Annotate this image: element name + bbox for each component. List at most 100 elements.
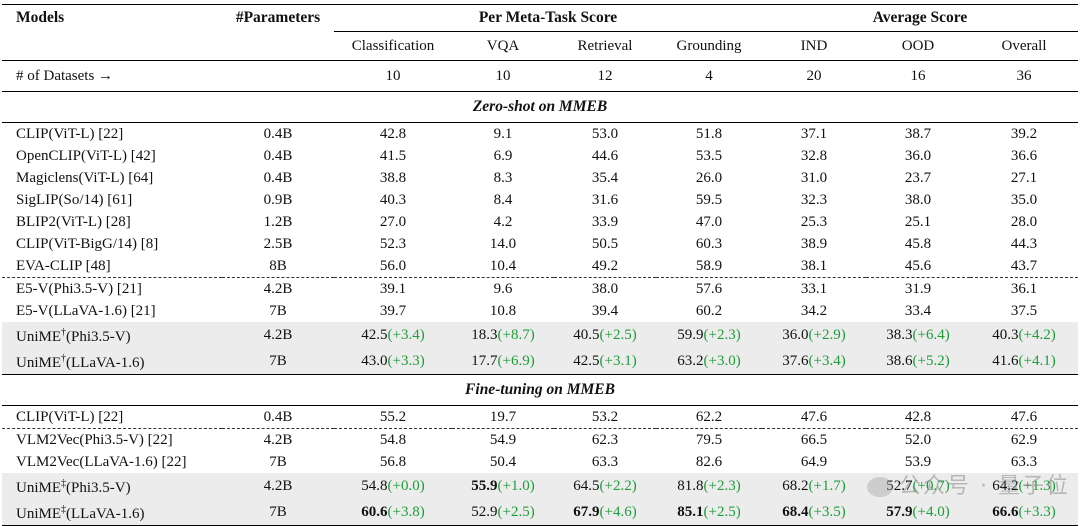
score-cell: 64.5(+2.2) [554,473,656,499]
table-row: CLIP(ViT-BigG/14) [8] 2.5B 52.3 14.0 50.5 60.… [2,233,1078,255]
score-gain: (+0.7) [912,478,950,494]
score-value: 9.1 [493,126,513,142]
model-name-text: UniME [16,506,61,522]
score-value: 56.8 [379,454,407,470]
score-cell: 53.0 [554,123,656,146]
score-cell: 41.5 [334,145,452,167]
score-cell: 54.8 [334,428,452,451]
models-header: Models [16,9,65,27]
score-value: 64.5 [573,478,600,494]
score-value: 6.9 [493,148,513,164]
score-cell: 50.4 [452,451,554,473]
score-value: 60.3 [695,236,723,252]
score-value: 37.1 [800,126,828,142]
score-gain: (+1.0) [497,478,535,494]
model-name: SigLIP(So/14) [61] [2,189,222,211]
model-marker: † [61,353,66,364]
score-cell: 68.2(+1.7) [762,473,867,499]
num-datasets-value: 10 [334,60,452,92]
section-title: Fine-tuning on MMEB [2,374,1079,406]
score-cell: 57.9(+4.0) [866,499,971,526]
score-cell: 31.6 [554,189,656,211]
score-value: 38.0 [904,192,932,208]
score-cell: 55.9(+1.0) [452,473,554,499]
num-datasets-value: 16 [866,60,971,92]
score-cell: 66.6(+3.3) [970,499,1079,526]
score-value: 66.5 [800,432,828,448]
score-value: 62.2 [695,409,723,425]
score-gain: (+3.4) [387,327,425,343]
score-value: 52.7 [886,478,913,494]
score-value: 79.5 [695,432,723,448]
score-value: 67.9 [573,504,600,520]
model-name: UniME†(LLaVA-1.6) [2,348,222,375]
results-table: Models #Parameters Per Meta-Task Score A… [2,4,1079,526]
score-value: 8.3 [493,170,513,186]
model-marker: † [61,327,66,338]
score-value: 52.3 [379,236,407,252]
score-cell: 31.0 [762,167,866,189]
score-value: 63.2 [677,353,704,369]
score-cell: 41.6(+4.1) [970,348,1079,375]
score-cell: 9.1 [452,123,554,146]
score-cell: 60.3 [656,233,762,255]
score-cell: 10.8 [452,300,554,322]
model-name-text: VLM2Vec(Phi3.5-V) [22] [16,432,173,448]
score-gain: (+1.3) [1018,478,1056,494]
score-cell: 38.8 [334,167,452,189]
score-value: 35.4 [591,170,619,186]
score-value: 59.9 [677,327,704,343]
watermark-text: 公众号 · 量子位 [899,474,1070,499]
score-value: 55.2 [379,409,407,425]
param-count: 0.4B [263,409,293,425]
score-value: 38.9 [800,236,828,252]
score-value: 52.0 [904,432,932,448]
table-row: E5-V(Phi3.5-V) [21] 4.2B 39.1 9.6 38.0 57.6 33… [2,277,1079,300]
param-count: 7B [269,454,287,470]
score-cell: 40.3(+4.2) [970,322,1079,348]
score-value: 27.0 [379,214,407,230]
col-ind: IND [762,31,867,61]
score-gain: (+4.1) [1018,353,1056,369]
score-cell: 23.7 [866,167,970,189]
score-cell: 38.6(+5.2) [866,348,971,375]
score-gain: (+3.8) [387,504,425,520]
score-value: 38.7 [904,126,932,142]
score-cell: 39.7 [334,300,452,322]
model-name-text: E5-V(Phi3.5-V) [21] [16,281,142,297]
score-value: 25.1 [904,214,932,230]
score-cell: 52.3 [334,233,452,255]
score-cell: 62.3 [554,428,656,451]
score-value: 55.9 [471,478,498,494]
score-value: 10.8 [489,303,517,319]
score-gain: (+2.3) [703,327,741,343]
score-cell: 33.1 [762,277,867,300]
score-cell: 40.3 [334,189,452,211]
model-marker: ‡ [61,504,66,515]
score-gain: (+2.2) [599,478,637,494]
model-marker: ‡ [61,478,66,489]
num-datasets-value: 12 [554,60,656,92]
model-name: UniME‡(Phi3.5-V) [2,473,222,499]
score-value: 37.6 [782,353,809,369]
num-datasets-value: 20 [762,60,867,92]
table-row: CLIP(ViT-L) [22] 0.4B 42.8 9.1 53.0 51.8 37.1 3… [2,123,1078,146]
score-cell: 47.6 [762,406,866,429]
score-cell: 38.9 [762,233,866,255]
score-value: 42.5 [361,327,388,343]
score-cell: 37.6(+3.4) [762,348,867,375]
score-cell: 54.9 [452,428,554,451]
meta-task-group-header: Per Meta-Task Score [334,4,763,32]
score-cell: 26.0 [656,167,762,189]
score-value: 33.9 [591,214,619,230]
score-cell: 35.0 [970,189,1078,211]
score-value: 60.2 [695,303,723,319]
model-name-text: CLIP(ViT-BigG/14) [8] [16,236,159,252]
model-name-text: CLIP(ViT-L) [22] [16,409,124,425]
model-name: CLIP(ViT-L) [22] [2,406,222,429]
param-count: 1.2B [263,214,293,230]
score-value: 40.3 [992,327,1019,343]
score-cell: 58.9 [656,255,762,278]
header-row-1: Models #Parameters Per Meta-Task Score A… [2,4,1079,32]
score-cell: 85.1(+2.5) [656,499,763,526]
